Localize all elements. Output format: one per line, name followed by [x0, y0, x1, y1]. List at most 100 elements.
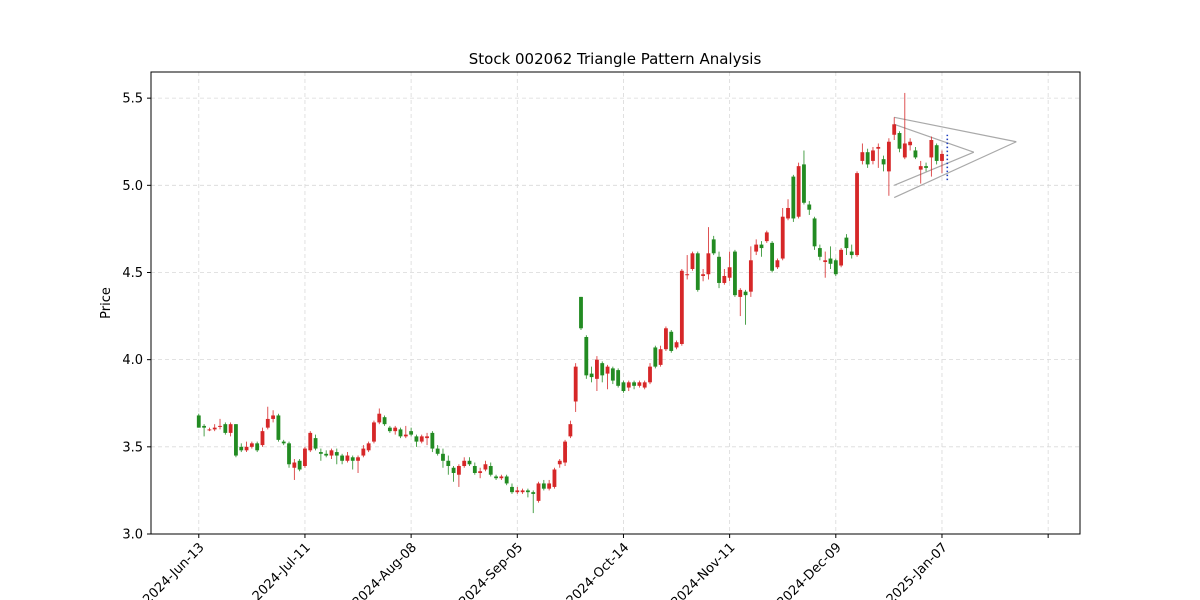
candle-down: [297, 459, 302, 472]
candle-up: [754, 239, 759, 256]
candle-up: [303, 446, 307, 468]
candle-down: [382, 415, 387, 426]
candle-up: [552, 467, 557, 489]
candle-body: [260, 431, 265, 446]
candle-down: [472, 462, 477, 475]
candle-body: [499, 476, 504, 479]
candle-up: [563, 439, 567, 467]
candle-down: [897, 131, 902, 153]
candle-body: [366, 443, 371, 451]
candle-up: [419, 434, 424, 444]
candle-body: [637, 382, 642, 386]
candle-body: [876, 146, 881, 149]
candle-body: [897, 133, 902, 149]
candle-up: [918, 160, 923, 184]
candle-up: [780, 207, 785, 261]
candle-up: [940, 150, 944, 174]
candle-body: [350, 457, 355, 461]
triangle-inner-upper-line: [894, 123, 975, 153]
candle-up: [855, 171, 859, 257]
candle-body: [520, 490, 525, 493]
candle-body: [292, 462, 297, 468]
candle-body: [918, 166, 923, 170]
candle-up: [483, 460, 488, 472]
candle-body: [435, 448, 440, 454]
candle-down: [807, 201, 812, 215]
candle-up: [775, 258, 780, 270]
candle-body: [308, 432, 313, 451]
candle-up: [605, 364, 610, 390]
candle-up: [839, 248, 844, 268]
candle-body: [451, 467, 456, 473]
plot-frame: [150, 71, 1081, 535]
candle-down: [584, 335, 589, 379]
candle-up: [658, 345, 663, 367]
candle-body: [467, 460, 472, 465]
candle-down: [409, 427, 414, 437]
candle-down: [281, 439, 286, 446]
candle-body: [563, 441, 567, 463]
candle-up: [871, 146, 875, 165]
candle-down: [579, 296, 583, 331]
candle-body: [648, 366, 652, 383]
candle-body: [218, 425, 222, 427]
candle-body: [770, 242, 775, 271]
candle-down: [234, 424, 238, 458]
candle-up: [366, 441, 371, 453]
candle-body: [329, 450, 334, 456]
candle-up: [557, 459, 562, 468]
candle-down: [695, 251, 700, 292]
candle-up: [690, 251, 695, 271]
candle-down: [865, 148, 870, 168]
candle-up: [796, 162, 801, 219]
candle-body: [717, 256, 721, 283]
candle-down: [717, 251, 721, 289]
candle-down: [504, 474, 509, 486]
candle-body: [425, 436, 429, 439]
y-tick-label: 5.0: [122, 179, 143, 194]
candle-up: [701, 269, 706, 282]
candle-up: [642, 380, 647, 390]
candle-body: [595, 359, 599, 379]
candle-down: [276, 413, 281, 442]
candle-up: [271, 410, 276, 423]
candle-body: [303, 448, 307, 467]
candle-up: [892, 117, 897, 140]
candle-body: [239, 446, 244, 451]
candle-up: [573, 363, 578, 412]
candle-body: [940, 153, 944, 161]
candle-body: [287, 443, 291, 465]
candle-body: [738, 289, 743, 297]
candle-body: [223, 424, 228, 433]
candle-up: [876, 143, 881, 168]
candle-up: [664, 326, 668, 351]
candle-body: [892, 124, 897, 135]
candle-up: [329, 448, 334, 460]
candle-body: [802, 164, 806, 203]
candle-down: [759, 241, 764, 257]
triangle-lower-line: [893, 141, 1017, 199]
candle-body: [733, 251, 737, 296]
candle-body: [456, 466, 461, 475]
candle-body: [409, 431, 414, 435]
candle-body: [791, 176, 796, 219]
candle-body: [674, 342, 679, 348]
candle-body: [775, 260, 780, 268]
candle-down: [733, 249, 737, 297]
candle-body: [196, 415, 201, 428]
candle-up: [478, 467, 483, 479]
candle-body: [828, 258, 833, 264]
candle-down: [510, 483, 514, 494]
candle-body: [754, 244, 759, 252]
candle-up: [637, 380, 642, 388]
candle-up: [308, 431, 313, 453]
candle-up: [462, 457, 467, 468]
x-tick-label: 2025-Jan-07: [884, 540, 951, 600]
candle-body: [202, 425, 206, 428]
candle-up: [902, 92, 907, 160]
x-tick-label: 2024-Jul-11: [250, 540, 314, 600]
candle-up: [679, 269, 684, 346]
candle-body: [531, 492, 536, 494]
candle-body: [207, 429, 212, 431]
candle-down: [844, 234, 849, 256]
